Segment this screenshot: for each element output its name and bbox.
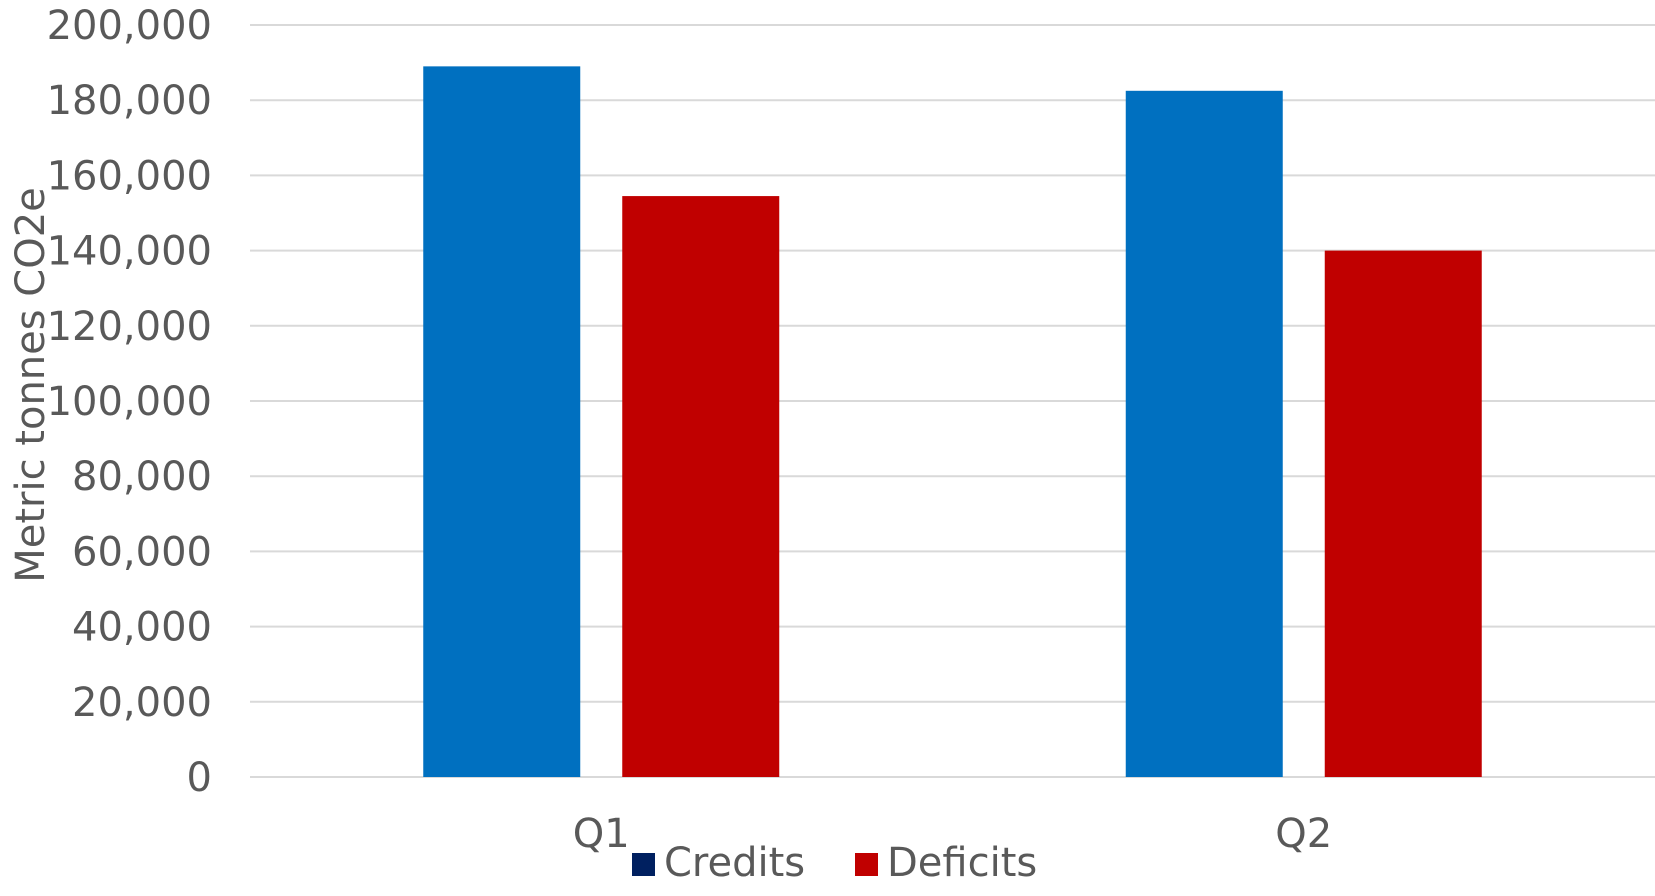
y-tick-label: 0 (187, 755, 212, 801)
y-tick-label: 20,000 (72, 680, 212, 726)
x-tick-label: Q2 (1275, 811, 1332, 857)
y-tick-label: 160,000 (47, 153, 212, 199)
legend-swatch-deficits (855, 853, 878, 876)
y-tick-label: 200,000 (47, 3, 212, 49)
y-tick-label: 60,000 (72, 529, 212, 575)
y-tick-label: 140,000 (47, 229, 212, 275)
y-tick-label: 120,000 (47, 304, 212, 350)
bar-credits-q1 (423, 66, 581, 778)
legend-swatch-credits (632, 853, 655, 876)
bars (423, 66, 1482, 778)
legend: Credits Deficits (632, 840, 1037, 886)
bar-deficits-q1 (622, 196, 780, 777)
y-tick-label: 40,000 (72, 605, 212, 651)
y-tick-label: 180,000 (47, 78, 212, 124)
y-tick-label: 80,000 (72, 454, 212, 500)
legend-label-credits: Credits (664, 840, 805, 886)
bar-deficits-q2 (1324, 250, 1482, 778)
y-tick-labels: 0 20,000 40,000 60,000 80,000 100,000 120,000 1… (47, 3, 212, 801)
y-tick-label: 100,000 (47, 379, 212, 425)
bar-credits-q2 (1125, 90, 1283, 778)
legend-label-deficits: Deficits (887, 840, 1037, 886)
x-tick-label: Q1 (573, 811, 630, 857)
x-tick-labels: Q1 Q2 (573, 811, 1332, 857)
y-axis-title: Metric tonnes CO2e (8, 187, 54, 583)
